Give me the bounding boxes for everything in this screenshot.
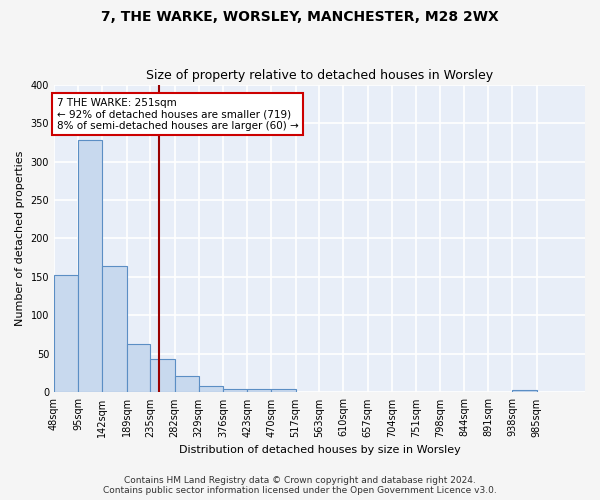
Bar	[54, 276, 78, 392]
Bar	[103, 266, 127, 392]
Bar	[151, 358, 175, 392]
Bar	[247, 390, 271, 392]
Bar	[223, 390, 247, 392]
Y-axis label: Number of detached properties: Number of detached properties	[15, 151, 25, 326]
Bar	[127, 344, 151, 393]
Text: 7, THE WARKE, WORSLEY, MANCHESTER, M28 2WX: 7, THE WARKE, WORSLEY, MANCHESTER, M28 2…	[101, 10, 499, 24]
Bar	[271, 388, 296, 392]
Bar	[175, 376, 199, 392]
Text: Contains HM Land Registry data © Crown copyright and database right 2024.
Contai: Contains HM Land Registry data © Crown c…	[103, 476, 497, 495]
Title: Size of property relative to detached houses in Worsley: Size of property relative to detached ho…	[146, 69, 493, 82]
Bar	[78, 140, 103, 392]
Bar	[199, 386, 223, 392]
X-axis label: Distribution of detached houses by size in Worsley: Distribution of detached houses by size …	[179, 445, 460, 455]
Bar	[512, 390, 536, 392]
Text: 7 THE WARKE: 251sqm
← 92% of detached houses are smaller (719)
8% of semi-detach: 7 THE WARKE: 251sqm ← 92% of detached ho…	[56, 98, 298, 131]
